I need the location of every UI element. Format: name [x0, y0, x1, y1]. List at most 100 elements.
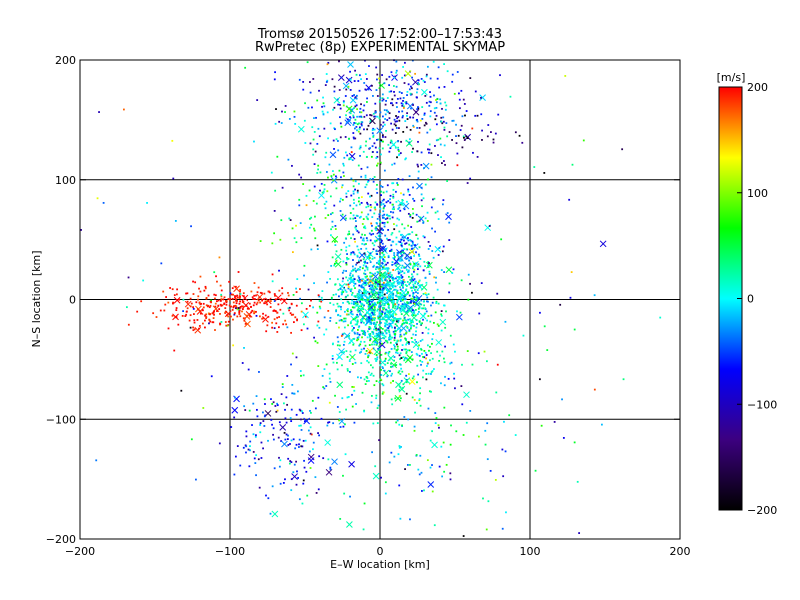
data-point — [406, 200, 408, 203]
data-point — [365, 206, 368, 209]
data-point — [299, 222, 302, 225]
data-point — [496, 292, 499, 295]
data-point — [360, 211, 363, 214]
data-point — [255, 474, 257, 477]
data-point — [325, 363, 328, 366]
data-point — [335, 138, 338, 141]
data-point — [403, 239, 405, 242]
data-point — [394, 307, 396, 310]
data-point — [416, 220, 419, 223]
data-point — [387, 229, 390, 231]
data-point — [329, 468, 332, 471]
data-point — [338, 326, 340, 329]
data-point — [381, 74, 383, 76]
data-point — [383, 256, 386, 258]
data-point — [376, 217, 379, 220]
data-point — [435, 114, 438, 117]
data-point — [400, 379, 403, 382]
data-point — [392, 85, 395, 87]
data-point — [424, 307, 427, 310]
data-point — [210, 299, 213, 302]
data-point — [363, 272, 365, 275]
data-point — [439, 143, 442, 146]
data-point — [364, 275, 367, 278]
data-point-cross — [397, 199, 405, 207]
data-point — [215, 275, 217, 278]
data-point — [389, 194, 392, 197]
data-point — [95, 459, 98, 462]
data-point — [397, 240, 400, 243]
data-point — [248, 409, 251, 412]
data-point — [352, 123, 355, 126]
data-point — [290, 420, 293, 423]
data-point — [371, 145, 374, 148]
data-point — [444, 108, 447, 111]
data-point — [305, 204, 308, 207]
data-point — [481, 139, 483, 141]
data-point — [423, 236, 426, 239]
data-point — [396, 352, 399, 355]
data-point — [352, 214, 355, 217]
data-point — [458, 107, 461, 110]
data-point — [382, 134, 384, 137]
data-point — [213, 271, 216, 274]
data-point — [391, 326, 394, 329]
data-point — [351, 405, 354, 408]
data-point — [376, 358, 378, 361]
data-point — [361, 279, 363, 282]
data-point — [356, 376, 359, 379]
data-point — [410, 321, 413, 324]
data-point — [395, 243, 398, 246]
data-point — [272, 401, 275, 404]
data-point — [340, 291, 343, 294]
data-point — [272, 310, 275, 312]
data-point — [405, 114, 408, 117]
data-point — [313, 185, 316, 188]
data-point — [239, 290, 241, 293]
data-point — [384, 330, 387, 333]
data-point — [400, 252, 402, 255]
data-point — [80, 229, 82, 231]
data-point — [467, 273, 470, 276]
data-point — [354, 317, 357, 320]
data-point — [427, 248, 430, 250]
data-point — [394, 323, 397, 326]
data-point — [372, 296, 375, 299]
data-point — [234, 296, 236, 299]
data-point — [432, 321, 435, 324]
data-point — [409, 464, 411, 466]
data-point — [440, 382, 442, 385]
data-point — [405, 351, 408, 353]
data-point — [300, 302, 303, 305]
data-point — [373, 142, 376, 145]
data-point — [241, 305, 243, 308]
data-point — [205, 313, 208, 316]
data-point — [329, 302, 332, 304]
data-point — [247, 368, 250, 371]
data-point — [342, 100, 345, 103]
data-point — [185, 310, 188, 313]
data-point-cross — [463, 391, 470, 399]
data-point — [245, 451, 247, 454]
data-point — [379, 163, 382, 165]
data-point — [412, 292, 415, 294]
data-point — [381, 186, 384, 188]
data-point — [369, 204, 372, 206]
data-point — [195, 478, 197, 481]
data-point — [429, 110, 432, 113]
data-point — [288, 217, 291, 220]
data-point-cross — [412, 78, 419, 86]
data-point — [393, 347, 396, 350]
data-point — [385, 329, 388, 331]
data-point — [350, 310, 353, 313]
data-point — [400, 238, 403, 241]
data-point — [380, 140, 382, 143]
data-point — [449, 334, 452, 337]
colorbar-tick-label: 100 — [747, 187, 768, 200]
data-point — [331, 256, 334, 259]
data-point — [440, 269, 443, 271]
data-point — [373, 384, 376, 387]
data-point — [407, 270, 409, 273]
data-point — [387, 318, 390, 321]
data-point — [335, 361, 338, 364]
